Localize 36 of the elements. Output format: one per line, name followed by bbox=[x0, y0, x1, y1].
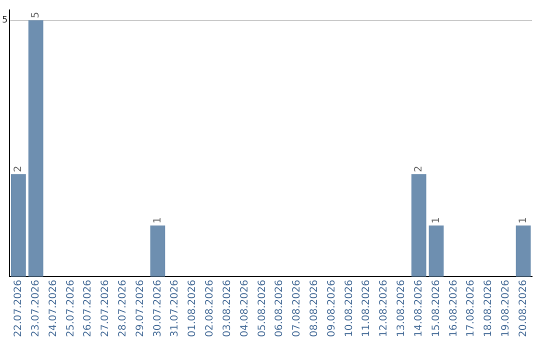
data-label: 2 bbox=[413, 166, 424, 172]
x-tick-label: 04.08.2026 bbox=[239, 280, 250, 338]
x-tick-label: 19.08.2026 bbox=[500, 280, 512, 338]
data-label: 2 bbox=[13, 166, 24, 172]
x-tick-label: 08.08.2026 bbox=[308, 280, 320, 338]
x-tick-label: 29.07.2026 bbox=[134, 280, 146, 338]
x-tick-label: 15.08.2026 bbox=[430, 280, 442, 338]
x-tick-label: 11.08.2026 bbox=[361, 280, 372, 338]
data-label: 1 bbox=[430, 217, 442, 224]
x-tick-label: 02.08.2026 bbox=[204, 280, 216, 338]
x-tick-label: 01.08.2026 bbox=[187, 280, 198, 338]
x-tick-label: 20.08.2026 bbox=[518, 280, 529, 338]
x-tick-label: 14.08.2026 bbox=[413, 280, 424, 338]
x-tick-label: 09.08.2026 bbox=[326, 280, 338, 338]
x-tick-label: 13.08.2026 bbox=[396, 280, 408, 338]
x-tick-label: 03.08.2026 bbox=[222, 280, 233, 338]
x-tick-label: 10.08.2026 bbox=[344, 280, 355, 338]
x-tick-label: 18.08.2026 bbox=[483, 280, 494, 338]
x-tick-label: 22.07.2026 bbox=[13, 280, 24, 338]
data-label: 1 bbox=[152, 217, 164, 224]
x-tick-label: 12.08.2026 bbox=[378, 280, 390, 338]
data-label: 5 bbox=[30, 12, 42, 18]
data-label: 1 bbox=[518, 217, 529, 224]
x-tick-label: 24.07.2026 bbox=[48, 280, 59, 338]
x-tick-label: 16.08.2026 bbox=[448, 280, 460, 338]
x-tick-label: 23.07.2026 bbox=[30, 280, 42, 338]
x-tick-label: 31.07.2026 bbox=[170, 280, 181, 338]
x-tick-label: 05.08.2026 bbox=[256, 280, 268, 338]
x-tick-label: 27.07.2026 bbox=[100, 280, 112, 338]
x-tick-label: 25.07.2026 bbox=[65, 280, 76, 338]
x-tick-label: 28.07.2026 bbox=[117, 280, 128, 338]
x-tick-label: 06.08.2026 bbox=[274, 280, 286, 338]
x-tick-label: 26.07.2026 bbox=[82, 280, 94, 338]
x-tick-label: 30.07.2026 bbox=[152, 280, 164, 338]
x-tick-label: 07.08.2026 bbox=[292, 280, 303, 338]
x-tick-label: 17.08.2026 bbox=[466, 280, 477, 338]
